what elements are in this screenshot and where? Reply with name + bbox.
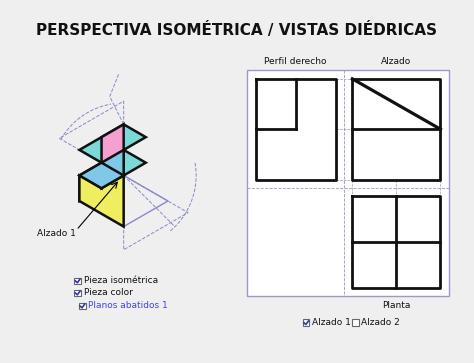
Text: Planta: Planta [382, 301, 410, 310]
Bar [352, 319, 359, 326]
Bar [74, 290, 81, 296]
Polygon shape [80, 125, 146, 175]
Text: PERSPECTIVA ISOMÉTRICA / VISTAS DIÉDRICAS: PERSPECTIVA ISOMÉTRICA / VISTAS DIÉDRICA… [36, 22, 438, 38]
Polygon shape [80, 163, 124, 227]
Text: Alzado 2: Alzado 2 [362, 318, 400, 327]
Polygon shape [80, 125, 124, 201]
Text: Alzado: Alzado [381, 57, 411, 66]
Bar [247, 70, 449, 296]
Bar [79, 303, 86, 309]
Bar [74, 278, 81, 284]
Text: Alzado 1: Alzado 1 [37, 229, 76, 237]
Bar [303, 319, 310, 326]
Polygon shape [101, 150, 124, 188]
Text: Planos abatidos 1: Planos abatidos 1 [88, 302, 168, 310]
Text: Perfil derecho: Perfil derecho [264, 57, 327, 66]
Text: Alzado 1: Alzado 1 [312, 318, 351, 327]
Polygon shape [80, 163, 124, 188]
Text: Pieza color: Pieza color [84, 289, 133, 298]
Text: Pieza isométrica: Pieza isométrica [84, 276, 158, 285]
